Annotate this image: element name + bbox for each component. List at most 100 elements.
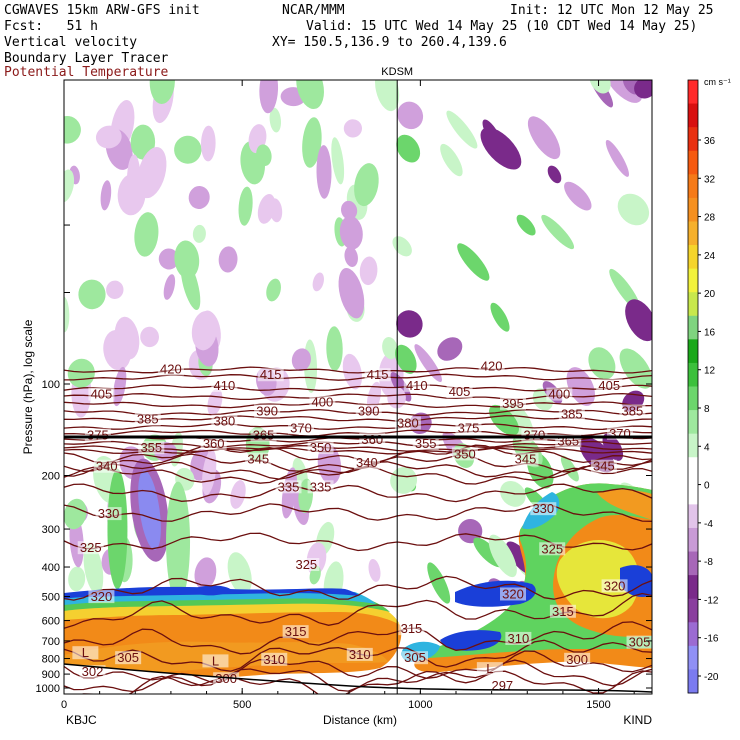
y-tick-label: 300 xyxy=(42,524,60,536)
y-tick-label: 800 xyxy=(42,654,60,666)
velocity-cell xyxy=(387,387,406,409)
y-tick-label: 700 xyxy=(42,636,60,648)
colorbar-segment xyxy=(688,527,698,553)
colorbar-segment xyxy=(688,433,698,458)
colorbar-segment xyxy=(688,150,698,175)
theta-contour-label: 310 xyxy=(263,652,285,667)
theta-contour-label: 390 xyxy=(358,403,380,418)
theta-contour-label: 320 xyxy=(91,589,113,604)
forecast-hour: Fcst: 51 h xyxy=(4,19,98,34)
colorbar-tick-label: 36 xyxy=(704,136,716,147)
theta-contour-label: 345 xyxy=(247,452,269,467)
theta-contour xyxy=(64,415,652,423)
theta-contour-label: 415 xyxy=(260,367,282,382)
theta-contour xyxy=(64,483,652,503)
theta-contour-label: 380 xyxy=(214,414,236,429)
theta-contour-label: 300 xyxy=(215,671,237,686)
velocity-cell xyxy=(296,80,324,109)
colorbar-segment xyxy=(688,410,698,435)
colorbar-tick-label: -4 xyxy=(704,519,713,530)
theta-contour-label: 420 xyxy=(160,362,182,377)
theta-contour-label: 325 xyxy=(295,557,317,572)
velocity-cell xyxy=(375,80,400,112)
velocity-cell xyxy=(316,145,332,199)
theta-contour-label: 310 xyxy=(508,631,530,646)
velocity-cell xyxy=(396,310,423,338)
velocity-cell xyxy=(174,135,202,164)
velocity-cell xyxy=(269,107,282,133)
velocity-cell xyxy=(541,214,575,250)
colorbar-tick-label: -20 xyxy=(704,672,719,683)
colorbar-tick-label: -8 xyxy=(704,557,713,568)
velocity-cell xyxy=(326,326,343,371)
x-axis-label: Distance (km) xyxy=(323,713,397,727)
y-axis-label: Pressure (hPa), log scale xyxy=(21,319,35,454)
velocity-cell xyxy=(437,337,463,361)
y-tick-label: 100 xyxy=(42,379,60,391)
velocity-cell xyxy=(291,348,311,372)
velocity-cell xyxy=(95,125,122,149)
colorbar-tick-label: 32 xyxy=(704,174,716,185)
x-tick-label: 1500 xyxy=(586,699,610,711)
theta-contour xyxy=(64,401,652,409)
velocity-cell xyxy=(194,557,217,590)
velocity-cell xyxy=(163,274,176,300)
velocity-cell xyxy=(368,558,381,582)
theta-contour-label: L xyxy=(82,645,89,660)
theta-contour xyxy=(64,575,652,601)
theta-contour-label: 370 xyxy=(290,420,312,435)
velocity-cell xyxy=(394,344,417,374)
theta-contour xyxy=(78,670,652,694)
velocity-cell xyxy=(617,193,650,226)
velocity-cell xyxy=(338,268,365,319)
theta-contour-label: 385 xyxy=(561,407,583,422)
theta-contour xyxy=(64,621,652,655)
theta-contour-label: 355 xyxy=(415,436,437,451)
velocity-cell xyxy=(527,116,561,160)
velocity-cell xyxy=(64,115,81,144)
colorbar-tick-label: 4 xyxy=(704,442,710,453)
velocity-cell xyxy=(100,180,112,211)
velocity-cell xyxy=(68,566,86,592)
colorbar-tick-label: 8 xyxy=(704,404,710,415)
colorbar-segment xyxy=(688,221,698,246)
theta-contour-label: 360 xyxy=(203,436,225,451)
velocity-cell xyxy=(619,348,652,389)
colorbar-segment xyxy=(688,80,698,105)
colorbar-segment xyxy=(688,127,698,152)
colorbar-segment xyxy=(688,575,698,600)
theta-contour-label: 390 xyxy=(256,403,278,418)
theta-contour-label: 310 xyxy=(349,647,371,662)
colorbar-unit: cm s⁻¹ xyxy=(704,77,731,87)
velocity-cell xyxy=(427,562,451,604)
colorbar-tick-label: -16 xyxy=(704,634,719,645)
theta-contour-labels: 420 420 415 415 410 410 405 405 405 400 400 395 390 3… xyxy=(72,359,652,693)
velocity-cell xyxy=(266,278,281,302)
velocity-cell xyxy=(188,186,210,209)
velocity-cell xyxy=(482,119,502,148)
velocity-cell xyxy=(83,542,104,595)
velocity-cell xyxy=(457,243,490,281)
field-boundary-layer-tracer: Boundary Layer Tracer xyxy=(4,51,169,66)
colorbar-segment xyxy=(688,551,698,576)
colorbar: -20 -16 -12 -8 -4 0 4 8 12 16 20 24 28 32 36 xyxy=(687,79,719,694)
velocity-cell xyxy=(149,80,175,104)
velocity-cell xyxy=(191,311,218,351)
velocity-cell xyxy=(256,144,272,167)
plot-frame xyxy=(63,79,653,695)
velocity-cell xyxy=(137,147,167,199)
velocity-cell xyxy=(446,110,478,149)
velocity-cell xyxy=(339,215,363,250)
colorbar-segment xyxy=(688,504,698,529)
velocity-cell xyxy=(547,165,562,184)
theta-contour xyxy=(64,460,652,480)
velocity-cell xyxy=(106,280,124,299)
x-tick-label: 0 xyxy=(61,699,67,711)
theta-contour-label: 400 xyxy=(548,387,570,402)
theta-contour-label: 360 xyxy=(361,432,383,447)
theta-contour-label: 320 xyxy=(502,586,524,601)
velocity-cell xyxy=(625,299,652,342)
theta-contour-label: 345 xyxy=(515,452,537,467)
colorbar-segment xyxy=(688,480,698,505)
theta-contour-label: 410 xyxy=(406,378,428,393)
